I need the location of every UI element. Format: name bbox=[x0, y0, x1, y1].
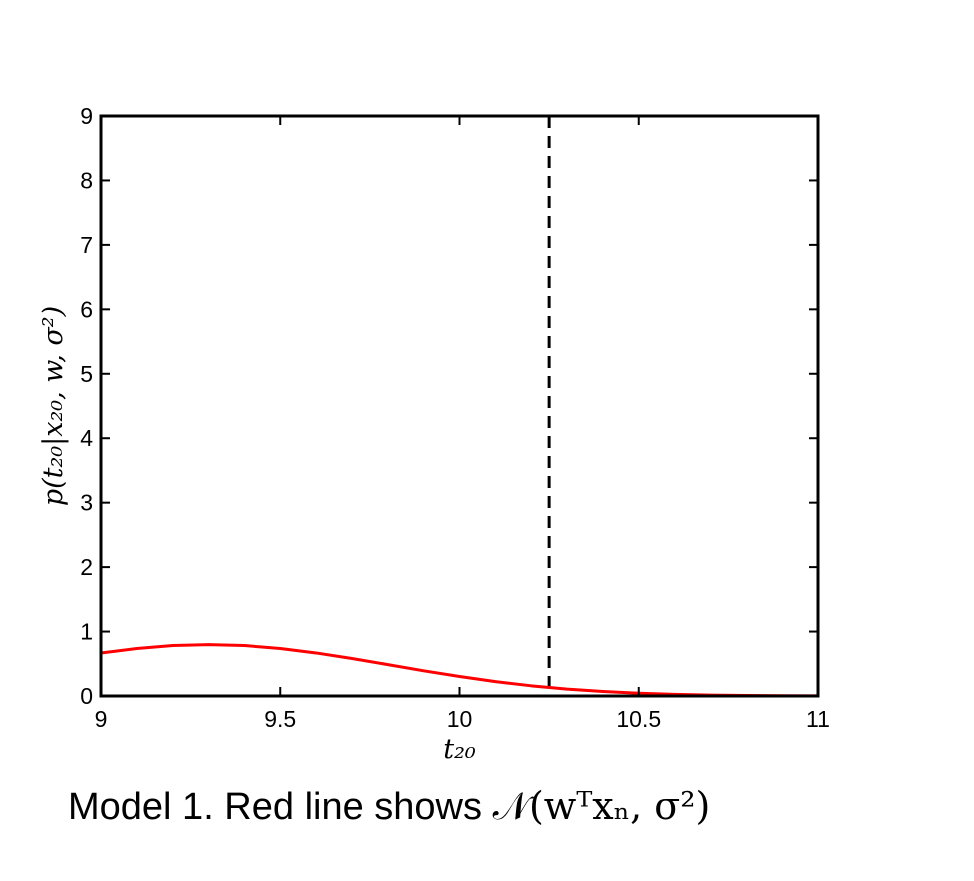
y-tick-label: 0 bbox=[80, 683, 93, 709]
plot-area bbox=[100, 116, 819, 698]
caption-text: Model 1. Red line shows bbox=[68, 786, 482, 828]
y-axis-label: p(t₂₀|x₂₀, w, σ²) bbox=[38, 306, 69, 506]
x-tick-label: 10 bbox=[447, 706, 473, 732]
x-axis-label: t₂₀ bbox=[443, 734, 476, 765]
y-tick-label: 6 bbox=[80, 296, 93, 322]
y-tick-label: 7 bbox=[80, 232, 93, 258]
ticks: 9 9.5 10 10.5 11 0 1 2 3 4 5 6 7 8 9 bbox=[80, 103, 830, 732]
y-tick-label: 2 bbox=[80, 554, 93, 580]
x-tick-label: 10.5 bbox=[616, 706, 661, 732]
y-tick-label: 9 bbox=[80, 103, 93, 129]
y-tick-label: 4 bbox=[80, 425, 93, 451]
caption-math: 𝒩(wᵀxₙ, σ²) bbox=[492, 784, 711, 828]
y-tick-label: 3 bbox=[80, 490, 93, 516]
figure-caption: Model 1. Red line shows 𝒩(wᵀxₙ, σ²) bbox=[68, 784, 710, 829]
axes-frame bbox=[99, 114, 820, 698]
x-tick-label: 11 bbox=[806, 706, 830, 732]
y-tick-label: 5 bbox=[80, 361, 93, 387]
y-tick-label: 8 bbox=[80, 167, 93, 193]
y-tick-label: 1 bbox=[80, 619, 93, 645]
x-tick-label: 9 bbox=[95, 706, 108, 732]
x-tick-label: 9.5 bbox=[264, 706, 296, 732]
chart: 9 9.5 10 10.5 11 0 1 2 3 4 5 6 7 8 9 t₂₀ p(t₂₀|x₂₀, w,… bbox=[38, 103, 830, 765]
